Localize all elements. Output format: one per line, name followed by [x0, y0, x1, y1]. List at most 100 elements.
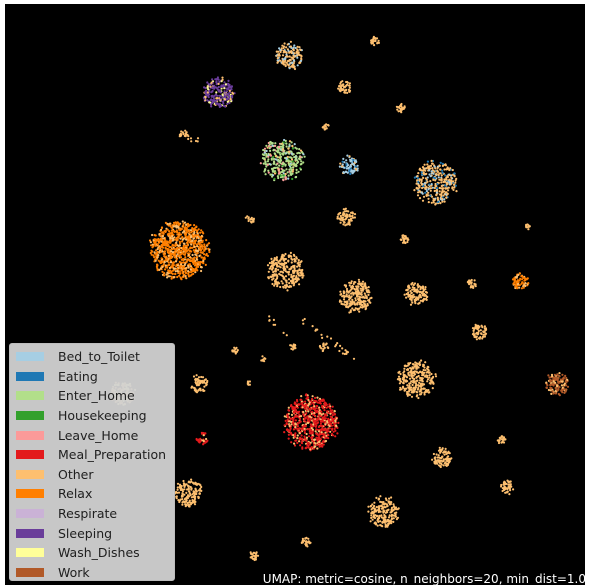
scatter-point: [187, 270, 190, 273]
scatter-point: [441, 200, 444, 203]
scatter-point: [201, 388, 205, 391]
scatter-point: [431, 387, 434, 390]
scatter-point: [417, 366, 420, 369]
scatter-point: [357, 278, 360, 281]
scatter-point: [226, 93, 229, 96]
scatter-point: [230, 85, 233, 88]
scatter-point: [182, 261, 185, 264]
scatter-point: [345, 287, 349, 291]
scatter-point: [217, 85, 220, 89]
scatter-point: [260, 359, 263, 362]
scatter-point: [170, 270, 173, 273]
scatter-point: [472, 332, 475, 335]
scatter-point: [319, 424, 322, 428]
scatter-point: [319, 402, 322, 405]
scatter-point: [333, 424, 336, 427]
scatter-point: [301, 447, 304, 450]
scatter-point: [355, 160, 358, 163]
scatter-point: [220, 97, 223, 100]
scatter-point: [298, 268, 301, 271]
scatter-point: [269, 154, 273, 157]
scatter-point: [417, 172, 420, 175]
scatter-point: [176, 221, 179, 224]
scatter-point: [423, 393, 426, 396]
scatter-point: [429, 164, 433, 167]
scatter-point: [360, 289, 363, 292]
scatter-point: [200, 234, 203, 238]
scatter-point: [407, 371, 410, 375]
scatter-point: [299, 48, 302, 52]
scatter-point: [299, 54, 302, 57]
scatter-point: [419, 382, 422, 386]
scatter-point: [190, 243, 193, 246]
scatter-point: [306, 545, 309, 548]
scatter-point: [282, 331, 285, 334]
scatter-point: [473, 279, 476, 282]
scatter-point: [348, 86, 351, 89]
scatter-point: [398, 105, 402, 108]
scatter-point: [337, 87, 340, 90]
scatter-point: [275, 277, 279, 280]
scatter-point: [348, 90, 351, 93]
scatter-point: [277, 168, 281, 171]
scatter-point: [337, 421, 340, 424]
scatter-point: [194, 381, 197, 384]
scatter-point: [196, 380, 199, 384]
scatter-point: [232, 92, 235, 95]
cluster-sleeping: [202, 76, 236, 108]
scatter-point: [187, 137, 190, 141]
scatter-point: [279, 59, 282, 62]
scatter-point: [411, 301, 414, 304]
scatter-point: [210, 105, 213, 108]
scatter-point: [448, 457, 451, 460]
scatter-point: [434, 373, 437, 376]
scatter-point: [299, 155, 302, 159]
scatter-point: [277, 268, 280, 271]
scatter-point: [428, 391, 431, 394]
scatter-point: [340, 87, 343, 90]
scatter-point: [163, 255, 166, 258]
scatter-point: [200, 431, 203, 434]
scatter-point: [412, 283, 415, 287]
cluster-meal-preparation: [195, 431, 209, 446]
scatter-point: [320, 445, 323, 448]
scatter-point: [219, 94, 222, 98]
scatter-point: [331, 420, 334, 423]
scatter-point: [317, 399, 320, 402]
scatter-point: [278, 54, 281, 57]
scatter-point: [420, 388, 423, 391]
scatter-point: [191, 499, 194, 502]
scatter-point: [430, 183, 433, 186]
scatter-point: [285, 285, 289, 288]
scatter-point: [321, 407, 325, 410]
scatter-point: [361, 289, 364, 292]
scatter-point: [268, 147, 271, 150]
scatter-point: [281, 152, 284, 155]
scatter-point: [205, 440, 208, 443]
scatter-point: [445, 181, 448, 185]
scatter-point: [186, 259, 189, 262]
scatter-point: [427, 194, 430, 197]
scatter-point: [418, 393, 422, 396]
scatter-point: [294, 163, 298, 166]
scatter-point: [303, 405, 306, 408]
scatter-point: [187, 224, 190, 227]
scatter-point: [428, 183, 431, 186]
scatter-point: [184, 256, 187, 259]
scatter-point: [300, 260, 303, 263]
scatter-point: [279, 153, 282, 156]
scatter-point: [202, 442, 205, 445]
umap-caption: UMAP: metric=cosine, n_neighbors=20, min…: [262, 572, 586, 586]
scatter-point: [204, 87, 207, 90]
legend-swatch: [16, 509, 44, 519]
scatter-point: [432, 201, 435, 204]
scatter-point: [327, 434, 330, 437]
scatter-point: [419, 376, 422, 380]
scatter-point: [271, 260, 274, 263]
scatter-point: [320, 413, 323, 416]
scatter-point: [174, 244, 177, 247]
scatter-point: [280, 280, 283, 283]
scatter-point: [218, 80, 221, 83]
scatter-point: [417, 374, 420, 378]
scatter-point: [350, 286, 353, 289]
